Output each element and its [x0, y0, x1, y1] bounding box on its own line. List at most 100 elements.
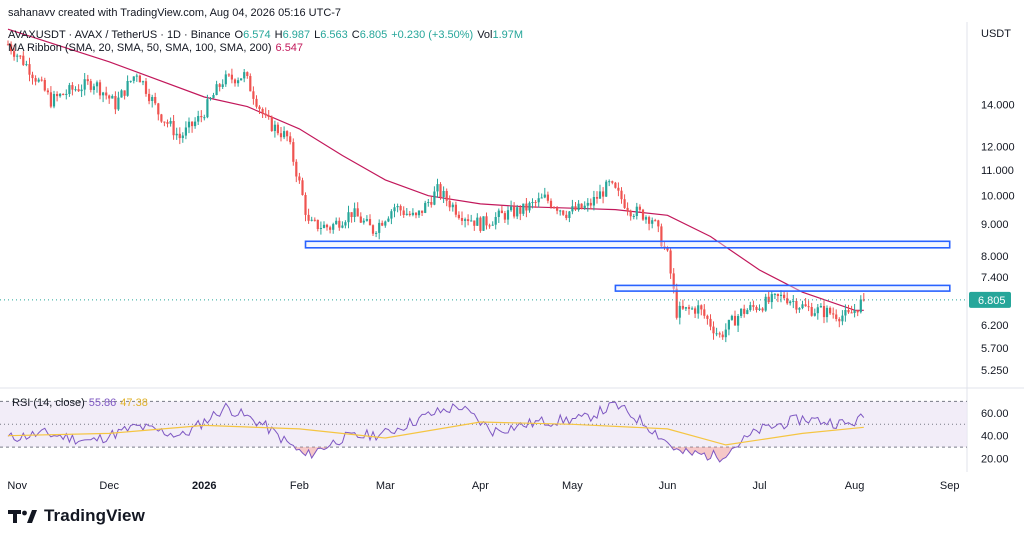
candle — [761, 308, 764, 311]
candle — [390, 211, 393, 219]
rsi-ma-value: 47.38 — [120, 397, 148, 409]
price-tick-label: 7.400 — [981, 272, 1009, 284]
candle — [80, 89, 83, 92]
candle — [16, 55, 19, 57]
candle-series — [6, 40, 865, 343]
candle — [832, 313, 835, 315]
candle — [95, 82, 99, 87]
price-tick-label: 11.000 — [981, 165, 1014, 177]
candle — [332, 224, 335, 230]
chart-credit: sahanavv created with TradingView.com, A… — [8, 7, 341, 19]
candle — [181, 135, 184, 138]
candle — [172, 121, 175, 136]
rsi-tick-label: 20.00 — [981, 454, 1009, 466]
tradingview-logo-icon — [8, 510, 37, 523]
candle — [598, 191, 602, 199]
candle — [261, 109, 264, 114]
candle — [49, 92, 52, 107]
rsi-axis[interactable]: 60.00 40.00 20.00 — [981, 408, 1009, 466]
candle — [436, 184, 439, 192]
candle — [298, 176, 301, 181]
candle — [359, 216, 362, 223]
candle — [163, 121, 166, 123]
candle — [405, 213, 408, 215]
candle — [286, 131, 289, 137]
candle — [611, 181, 614, 183]
rsi-legend[interactable]: RSI (14, close) 55.86 47.38 — [12, 397, 148, 409]
candle — [144, 81, 148, 94]
candle — [709, 318, 712, 327]
candle — [230, 74, 233, 80]
candle — [270, 117, 273, 131]
rsi-tick-label: 40.00 — [981, 431, 1009, 443]
brand-logo[interactable]: TradingView — [8, 506, 145, 526]
candle — [430, 202, 433, 205]
candle — [522, 203, 525, 214]
candle — [83, 79, 86, 90]
candle — [132, 76, 135, 81]
time-tick-label: Jul — [752, 480, 766, 492]
time-axis[interactable]: Nov Dec 2026 Feb Mar Apr May Jun Jul Aug Sep — [7, 480, 959, 492]
candle — [120, 90, 123, 98]
candle — [746, 310, 749, 314]
currency-label: USDT — [981, 28, 1011, 40]
candle — [473, 220, 476, 226]
candle — [43, 80, 46, 91]
candle — [329, 227, 332, 230]
candle — [276, 124, 279, 134]
candle — [743, 308, 746, 314]
candle — [641, 209, 645, 220]
candle — [700, 305, 703, 310]
candle — [457, 214, 460, 219]
candle — [252, 91, 255, 99]
candle — [847, 310, 850, 313]
candle — [648, 217, 651, 224]
brand-name: TradingView — [44, 506, 145, 525]
candle — [825, 307, 829, 318]
candle — [255, 98, 258, 107]
high-label: H — [275, 29, 283, 41]
candle — [175, 133, 178, 136]
price-axis[interactable]: 14.000 12.000 11.000 10.000 9.000 8.000 7.400 6… — [981, 100, 1015, 378]
candle — [718, 333, 721, 335]
candle — [301, 180, 304, 195]
candle — [138, 75, 141, 83]
symbol-legend[interactable]: AVAXUSDT · AVAX / TetherUS · 1D · Binanc… — [8, 29, 523, 41]
time-tick-label: Feb — [290, 480, 309, 492]
rsi-line — [7, 401, 865, 463]
candle — [644, 217, 648, 220]
candle — [378, 222, 381, 233]
candle — [819, 306, 822, 308]
candle — [810, 307, 813, 316]
candle — [74, 89, 77, 91]
price-tick-label: 14.000 — [981, 100, 1015, 112]
candle — [605, 181, 608, 197]
price-tick-label: 5.700 — [981, 343, 1009, 355]
price-tick-label: 12.000 — [981, 141, 1015, 153]
candle — [525, 203, 528, 211]
candle — [614, 182, 617, 188]
candle — [758, 308, 761, 310]
candle — [117, 97, 120, 110]
candle — [792, 301, 795, 302]
candle — [684, 307, 687, 309]
price-tick-label: 10.000 — [981, 191, 1015, 203]
ma-legend[interactable]: MA Ribbon (SMA, 20, SMA, 50, SMA, 100, S… — [8, 42, 303, 54]
zone-box-1[interactable] — [304, 240, 951, 249]
rsi-value: 55.86 — [89, 397, 117, 409]
candle — [678, 305, 681, 318]
candle — [353, 208, 356, 217]
volume-label: Vol — [477, 29, 492, 41]
candle — [249, 76, 252, 92]
candle — [488, 225, 491, 227]
candle — [347, 212, 350, 223]
zone-box-2[interactable] — [614, 284, 951, 292]
candle — [10, 44, 13, 52]
candle — [476, 217, 479, 226]
candle — [654, 220, 657, 222]
candle — [467, 219, 470, 221]
rsi-label: RSI (14, close) — [12, 397, 85, 409]
candle — [215, 84, 218, 95]
candle — [279, 133, 283, 138]
